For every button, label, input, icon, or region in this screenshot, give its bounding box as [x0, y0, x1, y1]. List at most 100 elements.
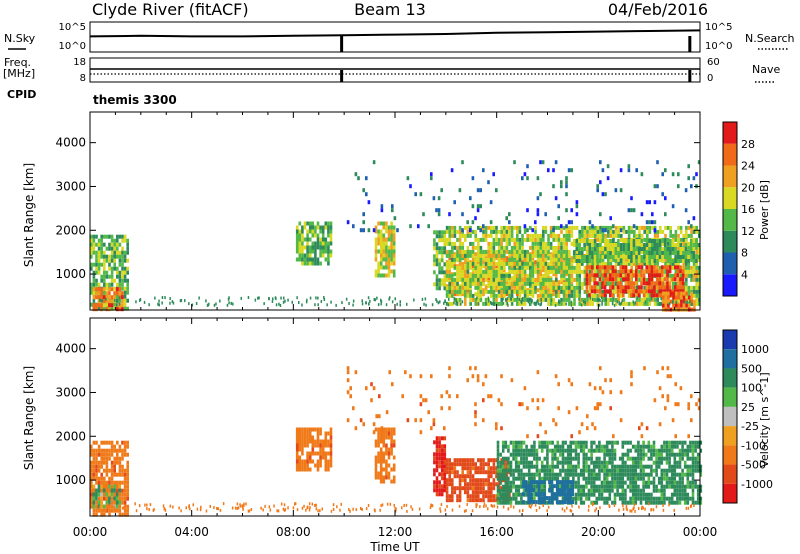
power-cell-2303	[672, 265, 675, 270]
velocity-cell-780	[501, 468, 505, 473]
power-cell-991	[448, 289, 451, 294]
power-cell-1169	[479, 297, 483, 302]
power-cell-1548	[544, 293, 548, 298]
power-cell-50	[97, 270, 101, 275]
velocity-cell-1189	[587, 472, 591, 477]
power-cell-488	[433, 270, 436, 275]
power-cell-2526	[606, 265, 609, 270]
power-cell-597	[464, 256, 467, 261]
velocity-cell-416	[379, 463, 383, 468]
velocity-cell-847	[514, 492, 518, 497]
power-cell-1330	[508, 261, 511, 266]
velocity-cell-1258	[603, 456, 606, 461]
power-cell-1160	[479, 261, 483, 266]
power-cell-435	[385, 229, 388, 234]
power-cell-1088	[466, 257, 470, 262]
velocity-cell-281	[295, 467, 299, 472]
power-cell-2775	[606, 243, 610, 247]
velocity-cell-932	[533, 464, 536, 469]
power-cell-2600	[637, 293, 641, 298]
velocity-cell-1139	[577, 456, 580, 461]
power-cell-2615	[645, 269, 648, 274]
power-cell-3073	[523, 172, 527, 177]
power-cell-1363	[513, 273, 516, 278]
power-cell-269	[121, 307, 124, 312]
power-cell-486	[433, 258, 436, 263]
velocity-cell-1453	[642, 492, 645, 497]
power-cell-2776	[606, 247, 610, 251]
power-cell-3332	[448, 297, 450, 301]
power-cell-2511	[598, 289, 602, 294]
power-cell-2627	[650, 269, 654, 274]
power-cell-3218	[453, 301, 455, 305]
power-cell-1991	[620, 233, 623, 238]
velocity-cell-520	[443, 444, 447, 449]
power-cell-3173	[692, 216, 696, 221]
power-cell-3242	[320, 300, 323, 303]
velocity-cell-205	[123, 504, 127, 509]
power-cell-2682	[671, 289, 674, 294]
velocity-cell-1142	[577, 472, 580, 477]
power-cell-2888	[663, 251, 667, 255]
nave-tick-bottom: 0	[707, 73, 713, 84]
power-cell-1669	[565, 293, 568, 298]
power-cell-218	[92, 295, 96, 300]
velocity-cell-462	[392, 431, 396, 436]
power-cell-1567	[549, 253, 553, 258]
power-cell-246	[108, 295, 111, 300]
velocity-cell-442	[385, 475, 388, 480]
power-colorbar-segment-2	[723, 230, 737, 253]
velocity-cell-1147	[577, 492, 580, 497]
velocity-cell-13	[90, 500, 93, 505]
velocity-cell-84	[103, 480, 106, 485]
velocity-cell-693	[492, 466, 496, 471]
velocity-cell-1391	[631, 464, 635, 469]
power-cell-2779	[609, 239, 612, 243]
power-cell-1264	[497, 253, 501, 258]
power-cell-30	[95, 250, 98, 255]
power-cell-2572	[627, 273, 630, 278]
power-cell-1686	[568, 293, 571, 298]
velocity-cell-1151	[579, 448, 583, 453]
velocity-cell-1070	[561, 496, 565, 501]
power-cell-324	[311, 225, 315, 230]
power-cell-1213	[490, 249, 493, 254]
velocity-cell-3	[90, 460, 93, 465]
velocity-cell-521	[443, 448, 447, 453]
velocity-cell-1295	[611, 440, 614, 445]
power-cell-1031	[456, 281, 459, 286]
power-cell-1664	[565, 269, 568, 274]
velocity-cell-874	[520, 492, 523, 497]
power-cell-2753	[593, 247, 597, 251]
power-cell-1181	[484, 233, 488, 238]
power-cell-2778	[606, 255, 610, 259]
power-cell-214	[126, 298, 129, 303]
velocity-cell-572	[456, 494, 459, 499]
velocity-cell-365	[324, 439, 328, 444]
velocity-cell-1249	[600, 468, 604, 473]
power-cell-2697	[679, 265, 682, 270]
power-cell-3308	[164, 296, 166, 300]
power-cell-1320	[505, 289, 509, 294]
velocity-cell-390	[374, 439, 378, 444]
velocity-cell-470	[433, 440, 436, 445]
velocity-cell-852	[517, 448, 521, 453]
velocity-cell-965	[540, 448, 544, 453]
velocity-cell-436	[385, 447, 388, 452]
power-cell-1326	[508, 237, 511, 242]
velocity-cell-1188	[587, 468, 591, 473]
velocity-cell-51	[97, 464, 101, 469]
power-cell-2639	[653, 289, 656, 294]
power-cell-775	[516, 264, 519, 269]
velocity-cell-1038	[556, 464, 560, 469]
power-cell-2781	[609, 251, 612, 255]
power-cell-1221	[490, 281, 493, 286]
power-cell-2795	[617, 247, 620, 251]
velocity-cell-829	[512, 468, 515, 473]
power-cell-1841	[594, 293, 597, 298]
power-cell-2590	[635, 269, 638, 274]
power-cell-2485	[585, 277, 589, 282]
velocity-cell-1196	[590, 444, 593, 449]
velocity-cell-428	[382, 459, 386, 464]
power-cell-3244	[158, 303, 160, 307]
